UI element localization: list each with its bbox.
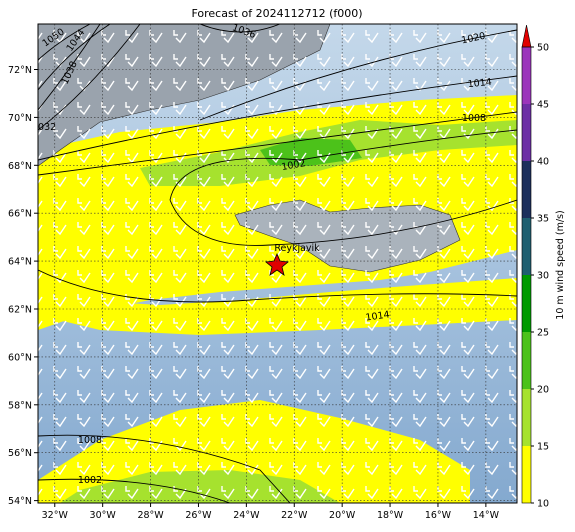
colorbar-tick-label: 50 (537, 43, 549, 54)
y-tick-label: 56°N (8, 448, 32, 459)
y-tick-label: 58°N (8, 400, 32, 411)
colorbar-tick-label: 40 (537, 157, 549, 168)
y-tick-label: 54°N (8, 496, 32, 507)
colorbar-tick-label: 30 (537, 271, 549, 282)
title: Forecast of 2024112712 (f000) (191, 7, 362, 20)
colorbar-segment (522, 332, 531, 389)
y-tick-label: 70°N (8, 113, 32, 124)
colorbar-segment (522, 446, 531, 503)
x-tick-label: 24°W (233, 510, 260, 521)
y-tick-label: 64°N (8, 257, 32, 268)
colorbar-segment (522, 218, 531, 275)
colorbar-extend (521, 24, 532, 48)
map-area: 1050 1044 1038 1032 1036 1020 1014 1008 … (32, 24, 517, 503)
colorbar-tick-label: 15 (537, 442, 549, 453)
colorbar-tick-label: 45 (537, 100, 549, 111)
x-tick-label: 20°W (329, 510, 356, 521)
y-tick-label: 60°N (8, 352, 32, 363)
isobar-label: 1014 (365, 309, 390, 323)
x-tick-label: 32°W (42, 510, 69, 521)
isobar-label: 1020 (461, 31, 487, 47)
colorbar-tick-label: 10 (537, 499, 549, 510)
colorbar-tick-label: 20 (537, 385, 549, 396)
x-tick-label: 28°W (137, 510, 164, 521)
colorbar-tick-label: 25 (537, 328, 549, 339)
colorbar-tick-label: 35 (537, 214, 549, 225)
y-tick-label: 72°N (8, 65, 32, 76)
x-tick-label: 14°W (473, 510, 500, 521)
colorbar-segment (522, 161, 531, 218)
map-frame (37, 23, 518, 504)
colorbar-segment (522, 47, 531, 104)
isobar-label: 1008 (462, 113, 486, 124)
x-tick-label: 22°W (281, 510, 308, 521)
isobar-label: 1008 (78, 435, 102, 446)
colorbar-segment (522, 104, 531, 161)
city-label: Reykjavik (274, 243, 320, 254)
x-tick-label: 26°W (185, 510, 212, 521)
y-tick-label: 62°N (8, 305, 32, 316)
colorbar-label: 10 m wind speed (m/s) (555, 210, 566, 319)
x-tick-label: 16°W (425, 510, 452, 521)
city-marker (265, 252, 289, 276)
y-tick-label: 66°N (8, 209, 32, 220)
x-tick-label: 30°W (90, 510, 117, 521)
y-tick-label: 68°N (8, 161, 32, 172)
colorbar-segment (522, 275, 531, 332)
x-tick-label: 18°W (377, 510, 404, 521)
isobar-label: 1002 (78, 475, 102, 486)
isobar-label: 1032 (32, 122, 56, 133)
colorbar-segment (522, 389, 531, 446)
